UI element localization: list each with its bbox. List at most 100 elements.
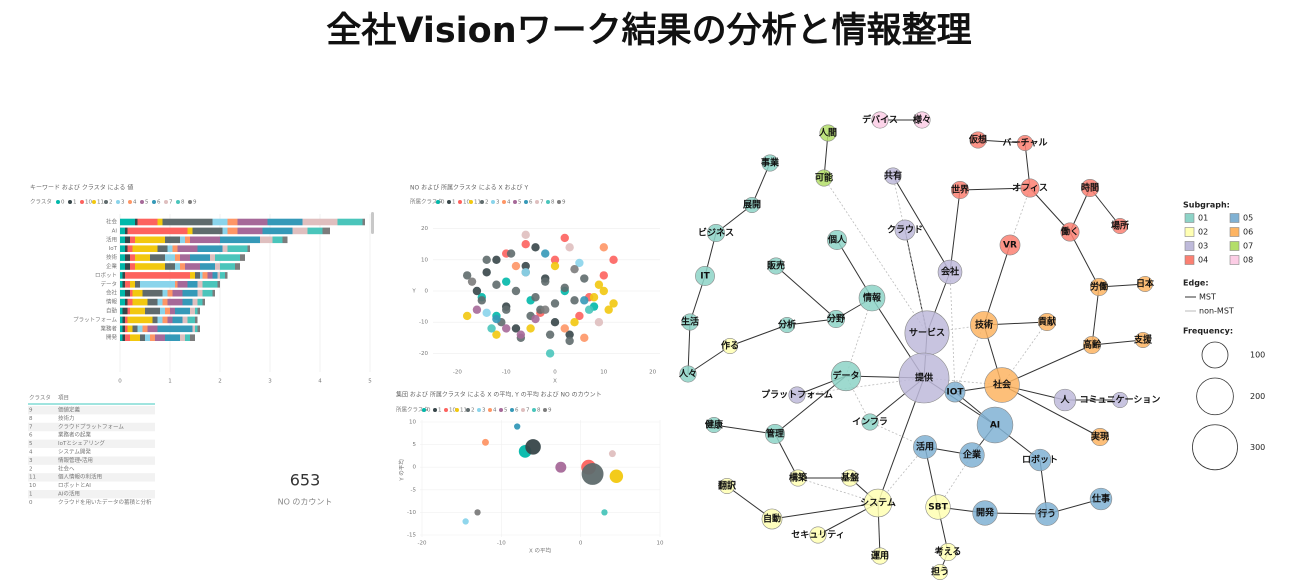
point bbox=[589, 293, 599, 302]
legend-label: 8 bbox=[551, 200, 555, 206]
point bbox=[492, 280, 501, 289]
node-label: 高齢 bbox=[1083, 339, 1102, 351]
network-node bbox=[1090, 427, 1110, 447]
legend-swatch bbox=[1229, 241, 1240, 251]
x-tick-label: -20 bbox=[418, 541, 427, 547]
bar-segment bbox=[127, 325, 133, 333]
bar-segment bbox=[155, 334, 165, 341]
legend-swatch bbox=[502, 200, 506, 204]
legend-label: 0 bbox=[427, 408, 431, 414]
legend-swatch bbox=[433, 408, 437, 412]
bar-segment bbox=[130, 263, 135, 270]
bar-segment bbox=[120, 298, 125, 306]
bar-segment bbox=[140, 281, 175, 288]
network-node bbox=[765, 424, 785, 444]
node-label: 仮想 bbox=[968, 134, 987, 146]
y-tick-label: 情報 bbox=[106, 298, 118, 306]
legend-label: 04 bbox=[1198, 256, 1208, 265]
table-row-band bbox=[28, 456, 155, 465]
bar-segment bbox=[157, 316, 163, 324]
point bbox=[511, 324, 521, 333]
table-row-band bbox=[28, 406, 155, 415]
legend-label: 6 bbox=[157, 200, 161, 206]
table-header: クラスタ bbox=[29, 394, 51, 402]
legend-title: 所属クラスタ bbox=[410, 198, 443, 206]
y-tick-label: -5 bbox=[411, 487, 417, 493]
bar-segment bbox=[202, 289, 213, 297]
bar-segment bbox=[127, 227, 188, 235]
network-node bbox=[819, 124, 837, 142]
point bbox=[482, 268, 491, 277]
bar-segment bbox=[120, 254, 125, 261]
bar-segment bbox=[167, 298, 183, 306]
legend-label: 01 bbox=[1198, 214, 1208, 223]
bar-segment bbox=[150, 254, 165, 261]
network-node bbox=[999, 234, 1021, 256]
bar-segment bbox=[125, 289, 130, 297]
bubble bbox=[514, 423, 521, 430]
legend-label: 5 bbox=[145, 200, 149, 206]
network-node bbox=[913, 111, 931, 129]
node-label: セキュリティ bbox=[791, 530, 844, 541]
bar-segment bbox=[220, 236, 260, 244]
bar-segment bbox=[190, 254, 210, 261]
legend-swatch bbox=[1184, 227, 1195, 237]
x-tick-label: 0 bbox=[579, 541, 583, 547]
bar-segment bbox=[147, 325, 158, 333]
bar-segment bbox=[140, 334, 145, 341]
network-edge bbox=[949, 271, 956, 393]
network-node bbox=[1060, 222, 1080, 242]
bar-segment bbox=[120, 281, 123, 288]
bar-segment bbox=[272, 236, 283, 244]
legend-label: 9 bbox=[193, 200, 197, 206]
network-node bbox=[695, 266, 715, 286]
legend-swatch bbox=[499, 408, 503, 412]
x-axis-label: X の平均 bbox=[529, 547, 552, 555]
bar-segment bbox=[210, 254, 215, 261]
legend-swatch bbox=[469, 200, 473, 204]
legend-swatch bbox=[535, 200, 539, 204]
bar-segment bbox=[125, 263, 130, 270]
node-label: 事業 bbox=[761, 157, 780, 169]
legend-label: 02 bbox=[1198, 228, 1208, 237]
point bbox=[560, 233, 569, 243]
network-edge bbox=[729, 324, 788, 347]
bar-segment bbox=[202, 298, 205, 306]
legend-swatch bbox=[68, 200, 72, 204]
bar-segment bbox=[142, 325, 148, 333]
table-row-band bbox=[28, 490, 155, 499]
legend-label: 9 bbox=[548, 408, 552, 414]
network-node bbox=[1037, 312, 1057, 332]
table-cell: 4 bbox=[29, 450, 33, 456]
bar-segment bbox=[157, 245, 168, 252]
point bbox=[521, 240, 530, 249]
node-label: 技術 bbox=[975, 319, 993, 331]
table-cell: 技術力 bbox=[58, 414, 75, 422]
y-tick-label: -15 bbox=[407, 533, 416, 539]
node-label: 時間 bbox=[1081, 182, 1099, 194]
legend-swatch bbox=[543, 408, 547, 412]
card-label: NO のカウント bbox=[278, 498, 333, 507]
network-edge bbox=[771, 502, 879, 520]
bar-segment bbox=[122, 316, 125, 324]
point bbox=[487, 324, 496, 333]
bubble bbox=[581, 463, 604, 485]
bar-segment bbox=[212, 218, 228, 226]
node-label: 展開 bbox=[743, 200, 761, 211]
legend-label: 2 bbox=[471, 408, 475, 414]
legend-swatch bbox=[513, 200, 517, 204]
point bbox=[584, 305, 594, 314]
node-label: オフィス bbox=[1012, 183, 1048, 194]
legend-size bbox=[1201, 341, 1229, 369]
network-node bbox=[1089, 487, 1113, 511]
network-edge bbox=[713, 424, 776, 435]
bubble bbox=[601, 509, 608, 516]
point bbox=[531, 293, 540, 302]
network-node bbox=[984, 367, 1020, 403]
bar-segment bbox=[197, 307, 200, 315]
bar-segment bbox=[127, 245, 133, 252]
bar-segment bbox=[195, 325, 198, 333]
legend-swatch bbox=[488, 408, 492, 412]
bar-segment bbox=[195, 316, 198, 324]
legend-swatch bbox=[1229, 227, 1240, 237]
